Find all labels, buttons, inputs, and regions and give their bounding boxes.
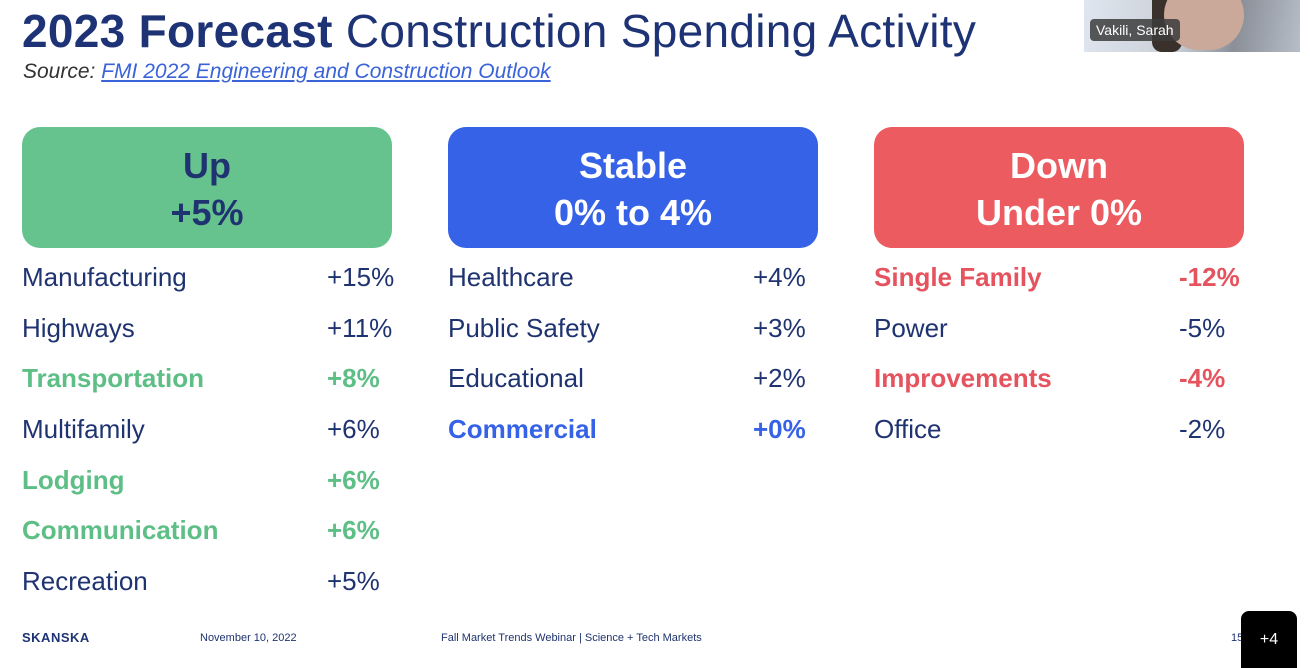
participant-name: Vakili, Sarah (1090, 19, 1180, 41)
sector-value: +8% (327, 363, 380, 394)
list-item: Transportation +8% (22, 353, 392, 404)
sector-label: Office (874, 414, 942, 445)
sector-value: +2% (753, 363, 806, 394)
column-down: Down Under 0% Single Family -12% Power -… (874, 127, 1244, 455)
sector-value: +4% (753, 262, 806, 292)
source-link[interactable]: FMI 2022 Engineering and Construction Ou… (101, 60, 551, 83)
list-item: Lodging +6% (22, 455, 392, 506)
sector-label: Public Safety (448, 312, 600, 343)
category-range: +5% (170, 192, 244, 233)
list-item: Commercial +0% (448, 404, 818, 455)
category-heading: Down (1010, 145, 1108, 186)
category-range: 0% to 4% (553, 192, 713, 233)
footer-date: November 10, 2022 (200, 632, 297, 644)
sector-label: Power (874, 312, 948, 343)
more-participants-button[interactable]: +4 (1241, 611, 1297, 668)
sector-label: Recreation (22, 566, 148, 597)
sector-label: Transportation (22, 363, 205, 394)
footer-event: Fall Market Trends Webinar | Science + T… (441, 632, 702, 644)
list-item: Power -5% (874, 303, 1244, 354)
list-item: Multifamily +6% (22, 404, 392, 455)
sector-value: +3% (753, 312, 806, 343)
list-item: Healthcare +4% (448, 252, 818, 303)
list-item: Highways +11% (22, 303, 392, 354)
sector-value: +6% (327, 515, 380, 546)
list-item: Educational +2% (448, 353, 818, 404)
sector-value: -4% (1179, 363, 1226, 394)
participant-video[interactable]: Vakili, Sarah (1084, 0, 1300, 52)
sector-value: +6% (327, 414, 380, 445)
category-heading: Stable (578, 145, 688, 186)
list-item: Manufacturing +15% (22, 252, 395, 303)
sector-label: Manufacturing (22, 262, 187, 292)
sector-label: Healthcare (448, 262, 574, 292)
sector-value: +0% (753, 414, 806, 445)
category-header: Down Under 0% (874, 127, 1244, 248)
sector-value: +11% (327, 312, 393, 343)
skanska-logo: SKANSKA (22, 630, 90, 645)
sector-label: Lodging (22, 464, 125, 495)
slide-title: 2023 Forecast Construction Spending Acti… (22, 5, 977, 57)
list-item: Improvements -4% (874, 353, 1244, 404)
sector-label: Communication (22, 515, 219, 546)
sector-label: Improvements (874, 363, 1052, 394)
list-item: Single Family -12% (874, 252, 1244, 303)
category-heading: Up (183, 145, 231, 186)
category-header: Stable 0% to 4% (448, 127, 818, 248)
sector-label: Multifamily (22, 414, 145, 445)
column-stable: Stable 0% to 4% Healthcare +4% Public Sa… (448, 127, 818, 455)
sector-label: Commercial (448, 414, 597, 445)
sector-label: Single Family (874, 262, 1042, 292)
sector-label: Educational (448, 363, 584, 394)
list-item: Public Safety +3% (448, 303, 818, 354)
sector-value: +5% (327, 566, 380, 597)
list-item: Communication +6% (22, 505, 392, 556)
sector-value: -12% (1179, 262, 1240, 292)
sector-value: -5% (1179, 312, 1226, 343)
source-line: Source: FMI 2022 Engineering and Constru… (23, 60, 551, 83)
category-header: Up +5% (22, 127, 392, 248)
sector-value: -2% (1179, 414, 1226, 445)
page-number: 15 (1231, 632, 1244, 644)
sector-value: +6% (327, 464, 380, 495)
list-item: Recreation +5% (22, 556, 392, 607)
column-up: Up +5% Manufacturing +15% Highways +11% … (22, 127, 395, 607)
sector-label: Highways (22, 312, 135, 343)
list-item: Office -2% (874, 404, 1244, 455)
category-range: Under 0% (975, 192, 1143, 233)
sector-value: +15% (327, 262, 395, 292)
